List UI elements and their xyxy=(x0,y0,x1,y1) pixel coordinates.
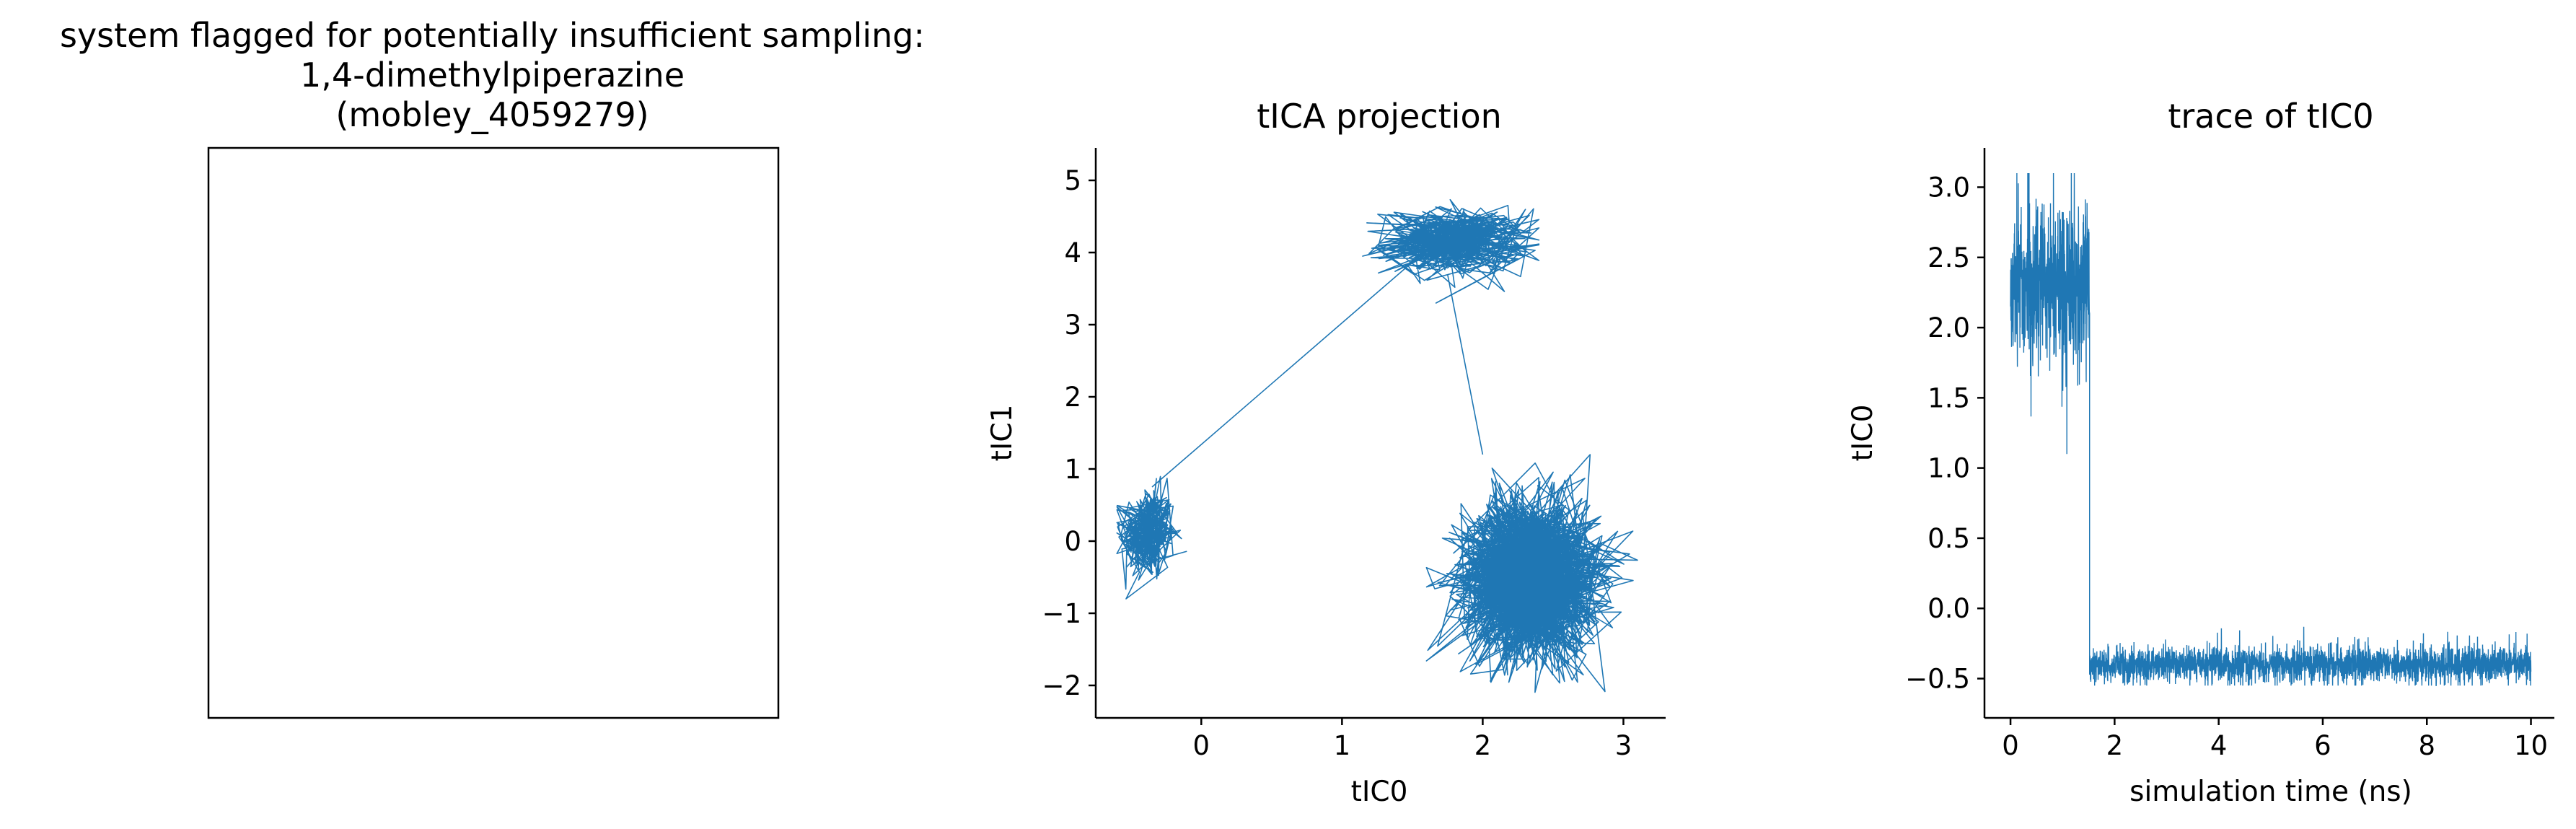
tic0-trace-xlabel: simulation time (ns) xyxy=(2129,776,2412,808)
x-tick-label: 2 xyxy=(2106,730,2124,761)
panel1-title-line-1: system flagged for potentially insuffici… xyxy=(59,16,925,55)
transition-line-1 xyxy=(1151,255,1420,488)
tica-projection-title: tICA projection xyxy=(1257,97,1502,136)
y-tick-label: 1.0 xyxy=(1927,453,1970,484)
panel1-title-line-3: (mobley_4059279) xyxy=(335,95,649,134)
panel1-title: system flagged for potentially insuffici… xyxy=(0,16,985,135)
x-tick-label: 0 xyxy=(1193,730,1210,761)
y-tick-label: 5 xyxy=(1064,165,1081,196)
y-tick-label: 3 xyxy=(1064,310,1081,341)
cluster-trajectory-1 xyxy=(1116,475,1187,600)
cluster-trajectory-3 xyxy=(1425,454,1638,693)
tica-projection-axes: 0 1 2 3 −2 −1 0 1 2 3 4 5 xyxy=(1042,148,1666,761)
tic0-trace-axes: 0 2 4 6 8 10 −0.5 0.0 0.5 1.0 1.5 2.0 2.5 3.0 xyxy=(1905,148,2554,761)
y-tick-label: 4 xyxy=(1064,237,1081,268)
x-tick-label: 0 xyxy=(2002,730,2019,761)
tic0-trace-ylabel: tIC0 xyxy=(1847,405,1879,462)
cluster-trajectory-2 xyxy=(1362,198,1540,304)
tic0-trace-title: trace of tIC0 xyxy=(2168,97,2373,136)
x-tick-label: 6 xyxy=(2314,730,2331,761)
y-tick-label: 3.0 xyxy=(1927,172,1970,203)
y-tick-label: 1 xyxy=(1064,454,1081,485)
tica-projection-ylabel: tIC1 xyxy=(986,405,1019,462)
x-tick-label: 1 xyxy=(1334,730,1351,761)
tica-projection-lines xyxy=(1116,198,1638,693)
y-tick-label: 1.5 xyxy=(1927,382,1970,413)
y-tick-label: 0.0 xyxy=(1927,593,1970,624)
x-tick-label: 8 xyxy=(2418,730,2435,761)
y-tick-label: 2.5 xyxy=(1927,242,1970,273)
x-tick-label: 4 xyxy=(2210,730,2228,761)
y-tick-label: −0.5 xyxy=(1905,664,1970,695)
transition-line-2 xyxy=(1446,273,1484,455)
tica-projection-xlabel: tIC0 xyxy=(1351,776,1408,808)
y-tick-label: 0.5 xyxy=(1927,523,1970,554)
y-tick-label: −1 xyxy=(1042,598,1081,629)
tic0-trace-lines xyxy=(2010,172,2532,686)
y-tick-label: 2 xyxy=(1064,382,1081,413)
tic0-trace-line xyxy=(2010,172,2532,686)
x-tick-label: 2 xyxy=(1474,730,1492,761)
y-tick-label: 0 xyxy=(1064,526,1081,557)
x-tick-label: 10 xyxy=(2514,730,2548,761)
y-tick-label: 2.0 xyxy=(1927,312,1970,343)
x-tick-label: 3 xyxy=(1615,730,1632,761)
panel1-title-line-2: 1,4-dimethylpiperazine xyxy=(300,56,685,95)
y-tick-label: −2 xyxy=(1042,670,1081,701)
empty-axes-frame xyxy=(207,146,780,719)
